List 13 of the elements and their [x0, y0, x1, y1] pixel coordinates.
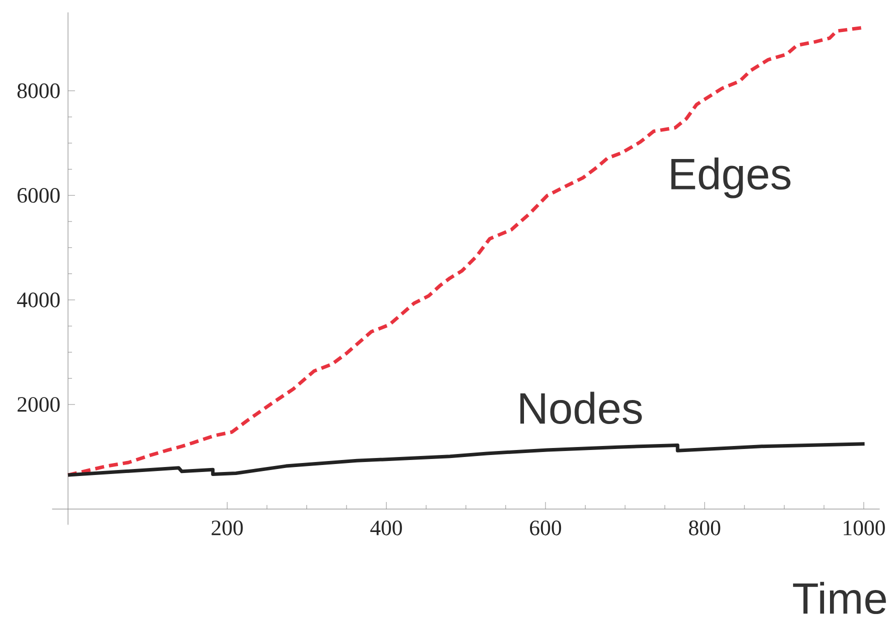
x-tick-label: 400	[370, 520, 402, 536]
y-tick-label: 2000	[18, 397, 60, 412]
x-tick-label: 800	[689, 520, 720, 536]
series-label: Nodes	[520, 392, 642, 424]
x-tick-label: 1000	[844, 520, 885, 536]
x-axis-title: Time	[793, 582, 886, 614]
x-tick-label: 200	[212, 520, 243, 536]
y-tick-label: 8000	[17, 83, 60, 98]
line-series	[66, 442, 866, 477]
y-tick-label: 4000	[17, 292, 60, 308]
x-tick-label: 600	[530, 520, 562, 536]
series-label: Edges	[671, 157, 790, 198]
y-tick-label: 6000	[18, 188, 60, 203]
